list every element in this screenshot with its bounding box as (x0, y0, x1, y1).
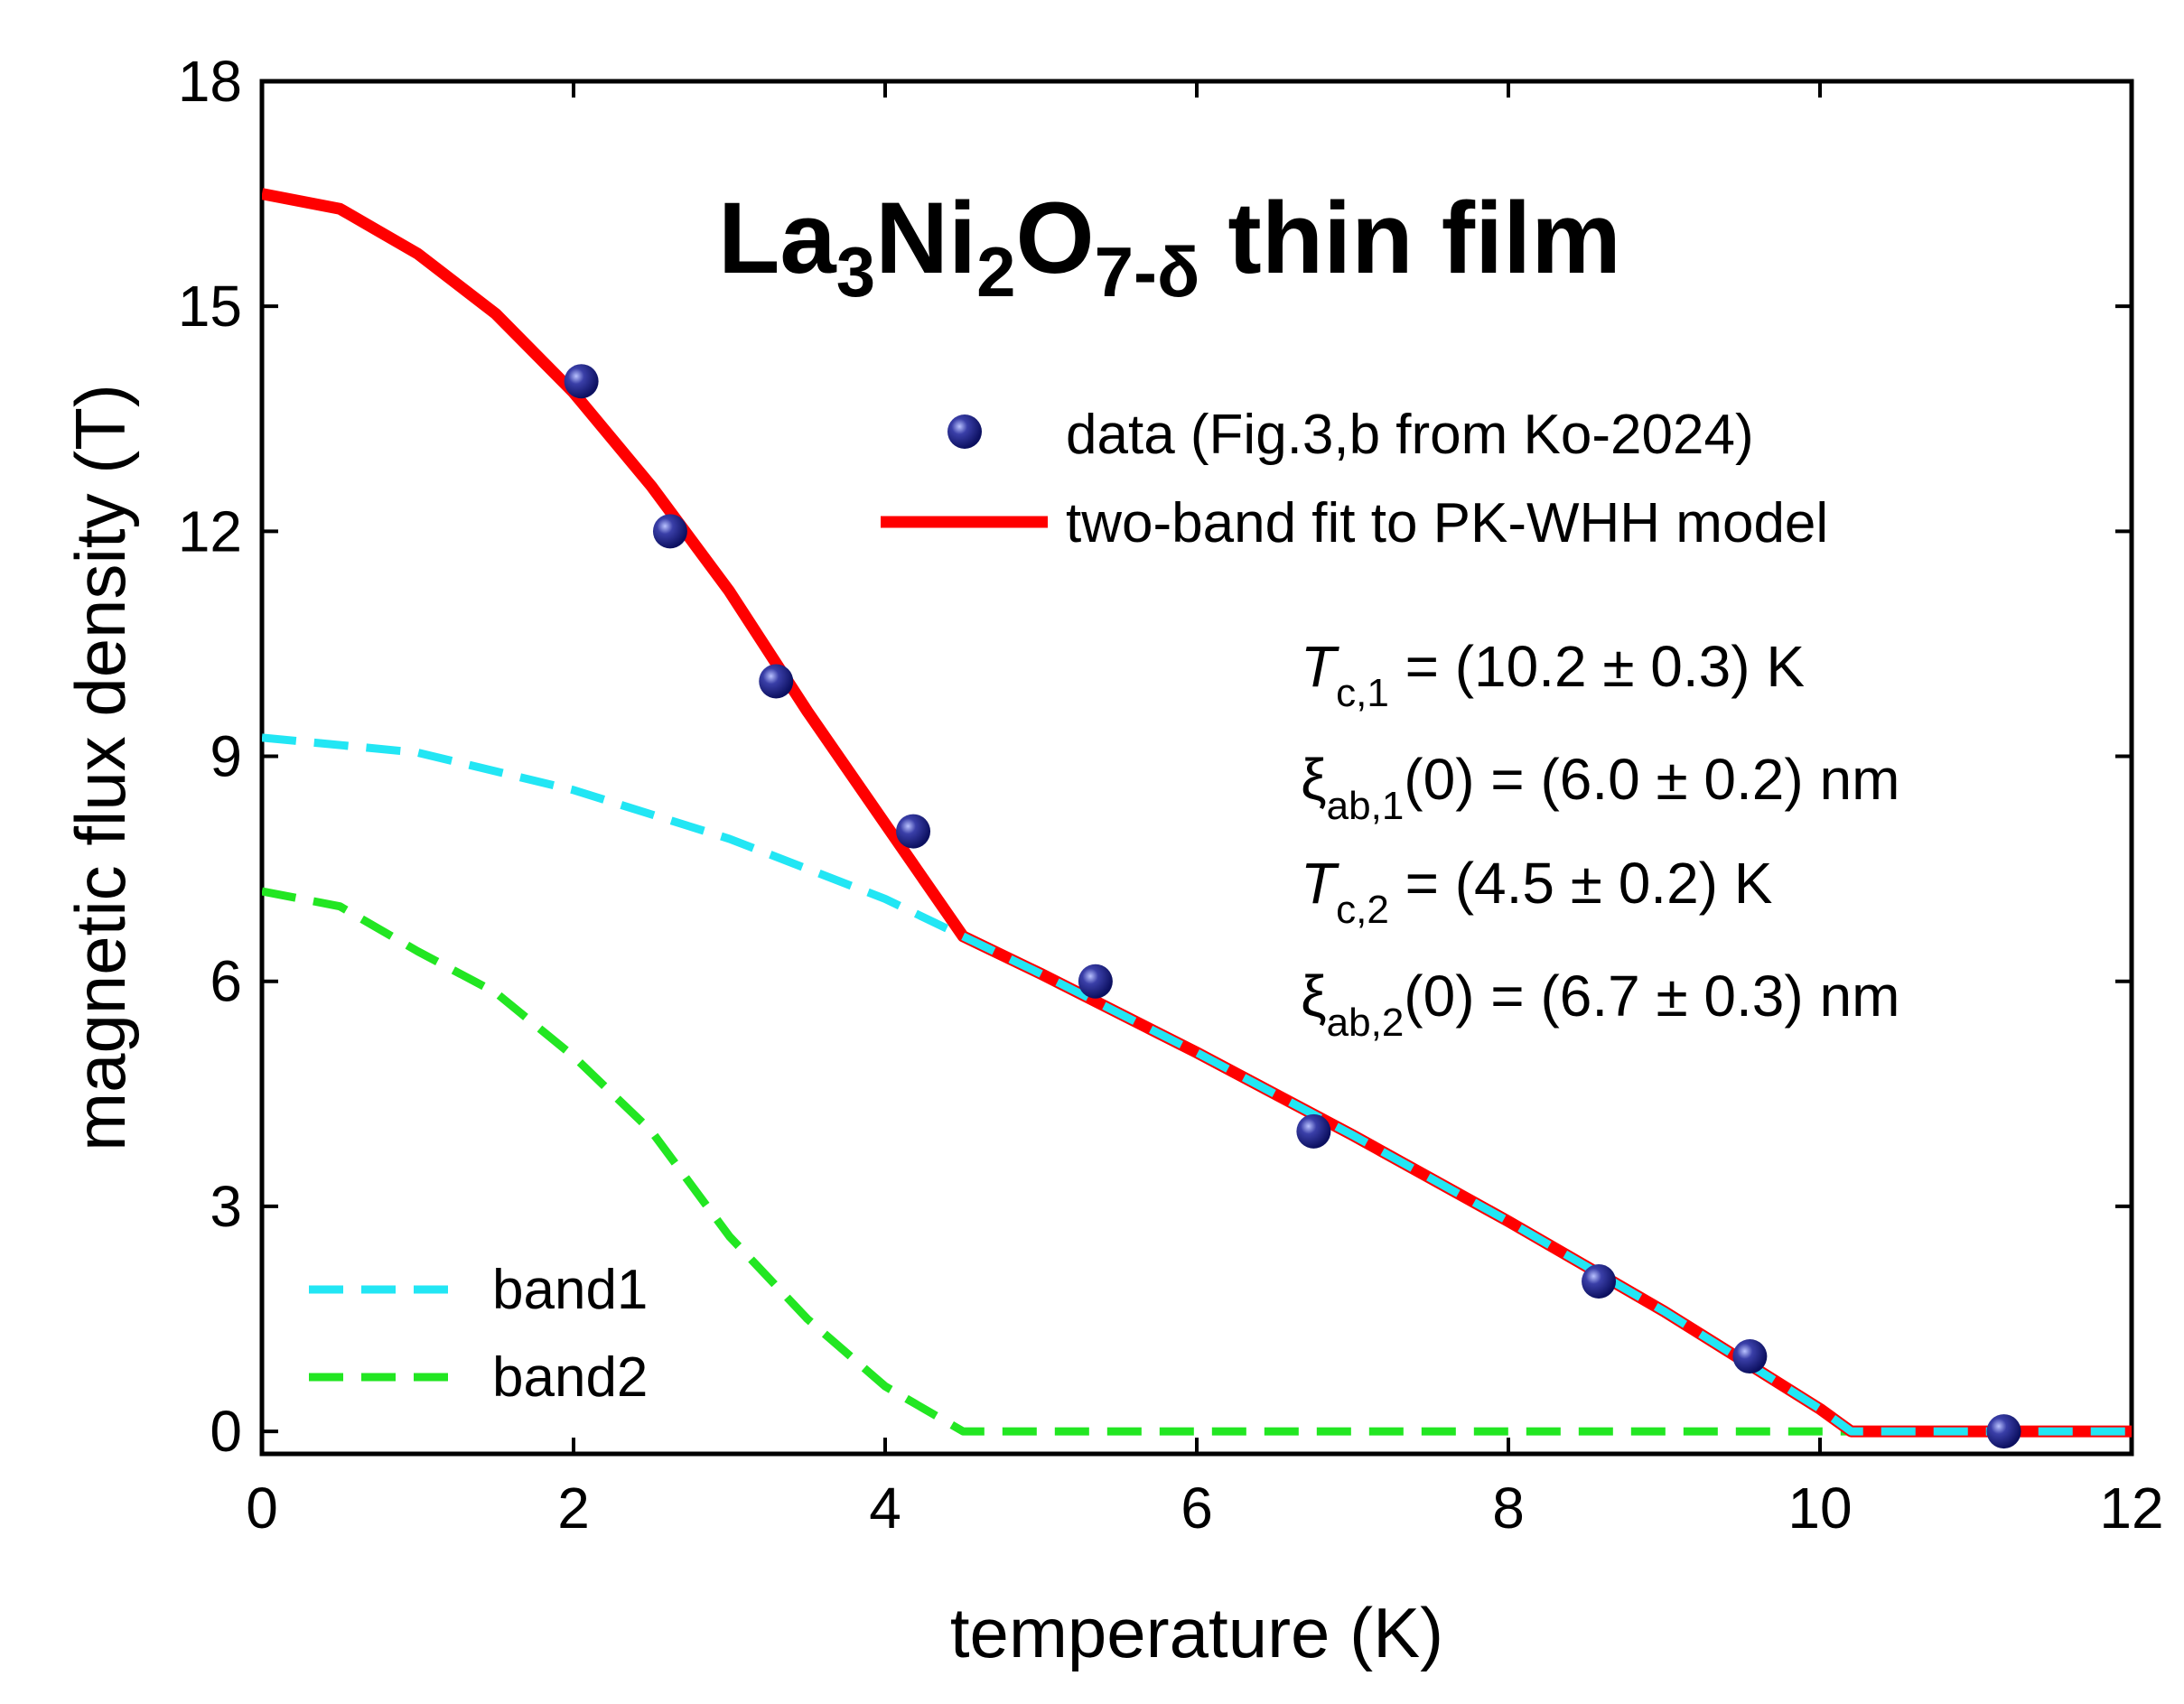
curves (262, 188, 2132, 1438)
x-tick-label: 0 (246, 1476, 278, 1541)
fit-line (262, 188, 2132, 1438)
legend-band1-label: band1 (492, 1259, 648, 1321)
data-point (1078, 964, 1113, 999)
band1-line (262, 733, 2132, 1436)
y-tick-label: 15 (178, 274, 242, 339)
data-point (564, 364, 599, 399)
data-point (759, 664, 794, 699)
x-tick-label: 2 (557, 1476, 590, 1541)
x-tick-label: 8 (1492, 1476, 1525, 1541)
chart-title: La3Ni2O7-δ thin film (718, 182, 1621, 312)
data-point (1732, 1339, 1768, 1374)
legend-main: data (Fig.3,b from Ko-2024) two-band fit… (881, 404, 1828, 554)
y-axis-label: magnetic flux density (T) (61, 384, 140, 1151)
data-point (1296, 1113, 1331, 1149)
fit-parameters: Tc,1 = (10.2 ± 0.3) K ξab,1(0) = (6.0 ± … (1301, 634, 1899, 1045)
data-point (1582, 1263, 1617, 1299)
x-tick-label: 10 (1787, 1476, 1852, 1541)
legend-data-label: data (Fig.3,b from Ko-2024) (1066, 404, 1754, 466)
x-axis-label: temperature (K) (950, 1593, 1443, 1672)
param-xi1: ξab,1(0) = (6.0 ± 0.2) nm (1301, 747, 1899, 828)
y-tick-label: 0 (210, 1399, 242, 1464)
x-tick-label: 6 (1181, 1476, 1213, 1541)
axis-ticks (260, 79, 2133, 1454)
param-xi2: ξab,2(0) = (6.7 ± 0.3) nm (1301, 964, 1899, 1045)
axis-tick-labels: 0 2 4 6 8 10 12 0 3 6 9 12 15 18 (178, 49, 2164, 1541)
param-tc2: Tc,2 = (4.5 ± 0.2) K (1301, 851, 1772, 932)
y-tick-label: 18 (178, 49, 242, 114)
legend-bands: band1 band2 (309, 1259, 648, 1409)
x-tick-label: 4 (869, 1476, 901, 1541)
legend-data-marker (947, 414, 982, 449)
data-point (896, 814, 931, 849)
x-tick-label: 12 (2099, 1476, 2163, 1541)
y-tick-label: 12 (178, 498, 242, 563)
data-points (564, 364, 2021, 1449)
y-tick-label: 3 (210, 1174, 242, 1239)
y-tick-label: 6 (210, 949, 242, 1014)
band2-line (262, 887, 2132, 1436)
data-point (1986, 1414, 2021, 1449)
legend-band2-label: band2 (492, 1346, 648, 1409)
y-tick-label: 9 (210, 724, 242, 789)
data-point (652, 514, 687, 549)
legend-fit-label: two-band fit to PK-WHH model (1066, 492, 1828, 554)
param-tc1: Tc,1 = (10.2 ± 0.3) K (1301, 634, 1805, 715)
